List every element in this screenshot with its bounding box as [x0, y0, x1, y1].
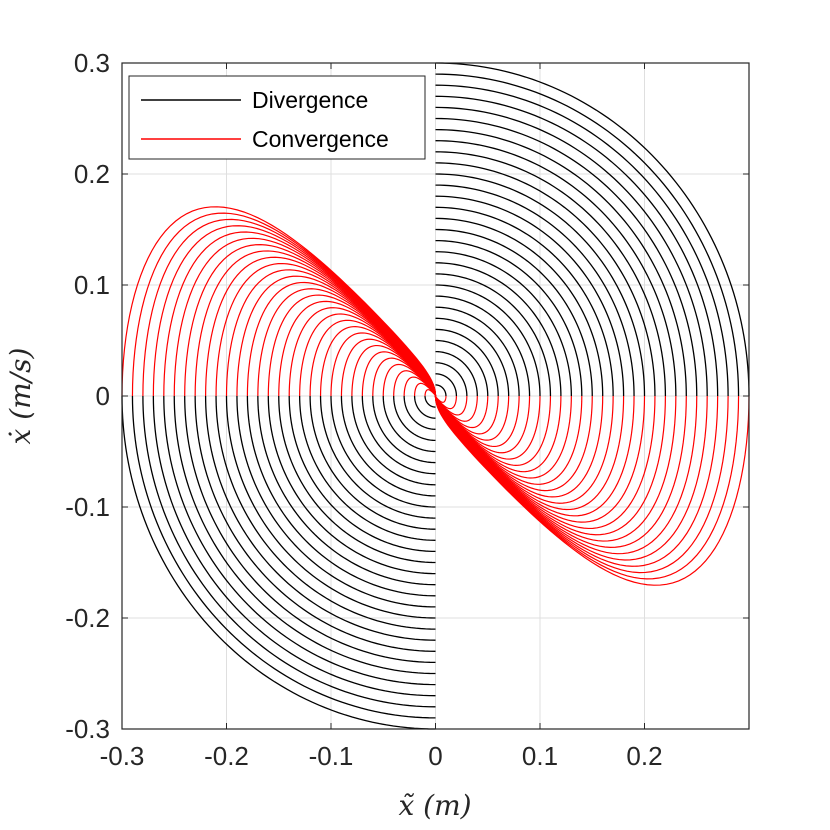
y-tick-label: 0.3	[74, 48, 110, 78]
y-tick-label: -0.1	[65, 492, 110, 522]
y-tick-labels: 0.3 0.2 0.1 0 -0.1 -0.2 -0.3	[65, 48, 110, 744]
x-axis-label: x̃ (m)	[398, 789, 471, 822]
divergence-curve	[372, 395, 436, 464]
divergence-curve	[403, 395, 436, 430]
divergence-curve	[435, 284, 541, 397]
divergence-curve	[435, 195, 625, 397]
divergence-curve	[184, 395, 436, 664]
divergence-curve	[435, 384, 447, 396]
x-tick-label: -0.2	[204, 741, 249, 771]
divergence-curve	[142, 395, 436, 708]
y-tick-label: 0.1	[74, 270, 110, 300]
divergence-curve	[435, 350, 478, 397]
divergence-curve	[435, 373, 458, 397]
divergence-curve	[435, 217, 604, 397]
y-axis-label: ẋ (m/s)	[4, 348, 37, 445]
y-tick-label: 0.2	[74, 159, 110, 189]
divergence-curve	[152, 395, 436, 697]
divergence-curve	[288, 395, 436, 553]
divergence-curve	[435, 128, 687, 397]
divergence-curve	[435, 106, 708, 397]
divergence-curve	[435, 306, 520, 397]
divergence-curve	[236, 395, 436, 608]
divergence-curve	[361, 395, 436, 475]
divergence-curve	[319, 395, 436, 519]
divergence-curve	[257, 395, 436, 586]
legend: Divergence Convergence	[128, 75, 426, 160]
ticks	[121, 62, 749, 730]
divergence-curve	[435, 84, 729, 397]
divergence-curve	[267, 395, 436, 575]
divergence-curve	[204, 395, 436, 641]
divergence-curve	[435, 206, 614, 397]
divergence-curve	[215, 395, 436, 630]
x-tick-label: -0.3	[100, 741, 145, 771]
divergence-curve	[299, 395, 436, 541]
divergence-curve	[309, 395, 436, 530]
x-tick-label: -0.1	[309, 741, 354, 771]
divergence-curve	[351, 395, 436, 486]
divergence-curve	[340, 395, 436, 497]
legend-label-divergence: Divergence	[252, 87, 368, 113]
divergence-curve	[330, 395, 436, 508]
divergence-curve	[435, 151, 667, 397]
divergence-curve	[424, 396, 436, 408]
divergence-curve	[435, 73, 740, 397]
x-tick-labels: -0.3 -0.2 -0.1 0 0.1 0.2	[100, 741, 663, 771]
legend-box	[128, 75, 426, 160]
divergence-curve	[435, 251, 572, 397]
divergence-curve	[435, 117, 698, 397]
x-tick-label: 0	[428, 741, 442, 771]
divergence-curve	[131, 395, 436, 719]
convergence-curve	[121, 206, 437, 397]
divergence-curve	[435, 228, 593, 397]
divergence-curve	[435, 239, 583, 397]
divergence-curve	[435, 184, 635, 397]
divergence-curve	[435, 95, 719, 397]
divergence-curve	[121, 395, 436, 730]
divergence-curve	[435, 328, 499, 397]
divergence-curve	[173, 395, 436, 675]
divergence-curve	[435, 173, 646, 397]
divergence-curve	[435, 62, 750, 397]
divergence-curve	[435, 317, 510, 397]
divergence-curve	[393, 395, 436, 442]
x-tick-label: 0.2	[626, 741, 662, 771]
divergence-curve	[413, 395, 436, 419]
x-tick-label: 0.1	[522, 741, 558, 771]
divergence-curve	[194, 395, 436, 652]
divergence-curve	[246, 395, 436, 597]
divergence-curve	[435, 273, 552, 397]
legend-label-convergence: Convergence	[252, 126, 389, 152]
divergence-curve	[435, 362, 468, 397]
divergence-curve	[225, 395, 436, 619]
curves	[121, 62, 750, 730]
convergence-curve	[434, 395, 750, 586]
divergence-curve	[435, 262, 562, 397]
divergence-curve	[435, 339, 489, 397]
divergence-curve	[435, 295, 531, 397]
y-tick-label: -0.3	[65, 714, 110, 744]
divergence-curve	[435, 140, 677, 397]
divergence-curve	[435, 162, 656, 397]
divergence-curve	[382, 395, 436, 453]
divergence-curve	[278, 395, 436, 564]
y-tick-label: -0.2	[65, 603, 110, 633]
divergence-curve	[163, 395, 436, 686]
y-tick-label: 0	[96, 381, 110, 411]
